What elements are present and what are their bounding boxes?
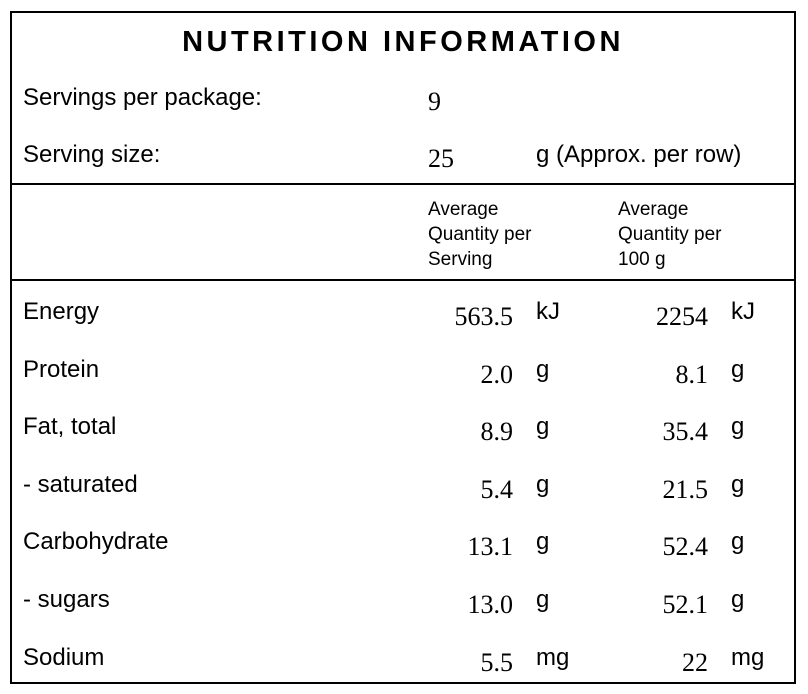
per-100g-value: 21.5 <box>662 474 709 504</box>
per-serving-unit: mg <box>536 643 570 671</box>
nutrient-name: - saturated <box>23 470 138 498</box>
nutrient-name: - sugars <box>23 586 110 613</box>
nutrient-row-sugars: - sugars 13.0 g 52.1 g <box>12 582 794 622</box>
nutrient-name: Fat, total <box>23 413 117 441</box>
per-serving-value: 2.0 <box>480 359 514 389</box>
servings-per-package-label: Servings per package: <box>23 84 262 111</box>
nutrient-row-energy: Energy 563.5 kJ 2254 kJ <box>12 294 794 334</box>
nutrient-name: Sodium <box>23 643 105 671</box>
per-100g-unit: g <box>731 586 745 613</box>
per-100g-unit: kJ <box>731 298 755 325</box>
nutrition-panel: NUTRITION INFORMATION Servings per packa… <box>10 11 796 684</box>
per-100g-unit: g <box>731 413 745 441</box>
per-100g-unit: g <box>731 528 745 556</box>
nutrient-row-saturated: - saturated 5.4 g 21.5 g <box>12 467 794 507</box>
per-serving-unit: kJ <box>536 298 560 325</box>
per-serving-value: 563.5 <box>454 302 514 331</box>
per-100g-unit: mg <box>731 643 765 671</box>
nutrient-name: Protein <box>23 355 100 383</box>
per-serving-value: 5.4 <box>480 474 514 504</box>
column-header-per-serving: Average Quantity per Serving <box>428 199 532 270</box>
nutrient-row-fat-total: Fat, total 8.9 g 35.4 g <box>12 409 794 449</box>
per-100g-unit: g <box>731 355 745 383</box>
per-serving-unit: g <box>536 586 550 613</box>
divider-header <box>12 279 794 281</box>
per-100g-unit: g <box>731 470 745 498</box>
per-serving-value: 5.5 <box>480 647 514 677</box>
nutrient-row-carbohydrate: Carbohydrate 13.1 g 52.4 g <box>12 524 794 564</box>
panel-title: NUTRITION INFORMATION <box>182 26 624 58</box>
per-serving-unit: g <box>536 355 550 383</box>
per-100g-value: 2254 <box>656 302 708 331</box>
serving-size-note: g (Approx. per row) <box>536 141 742 168</box>
per-serving-unit: g <box>536 470 550 498</box>
servings-per-package-value: 9 <box>428 87 441 116</box>
per-100g-value: 52.1 <box>662 590 709 619</box>
serving-size-label: Serving size: <box>23 141 161 168</box>
column-header-per-100g: Average Quantity per 100 g <box>618 199 722 270</box>
per-serving-value: 8.9 <box>480 417 514 447</box>
per-serving-unit: g <box>536 528 550 556</box>
per-serving-unit: g <box>536 413 550 441</box>
per-100g-value: 52.4 <box>662 532 709 562</box>
nutrient-name: Carbohydrate <box>23 528 169 556</box>
nutrient-row-sodium: Sodium 5.5 mg 22 mg <box>12 640 794 680</box>
divider-top <box>12 183 794 185</box>
nutrient-name: Energy <box>23 298 100 325</box>
per-serving-value: 13.0 <box>467 590 514 619</box>
per-100g-value: 8.1 <box>675 359 709 389</box>
per-100g-value: 22 <box>682 647 708 677</box>
nutrient-row-protein: Protein 2.0 g 8.1 g <box>12 352 794 392</box>
serving-size-value: 25 <box>428 144 454 173</box>
per-serving-value: 13.1 <box>467 532 514 562</box>
per-100g-value: 35.4 <box>662 417 709 447</box>
